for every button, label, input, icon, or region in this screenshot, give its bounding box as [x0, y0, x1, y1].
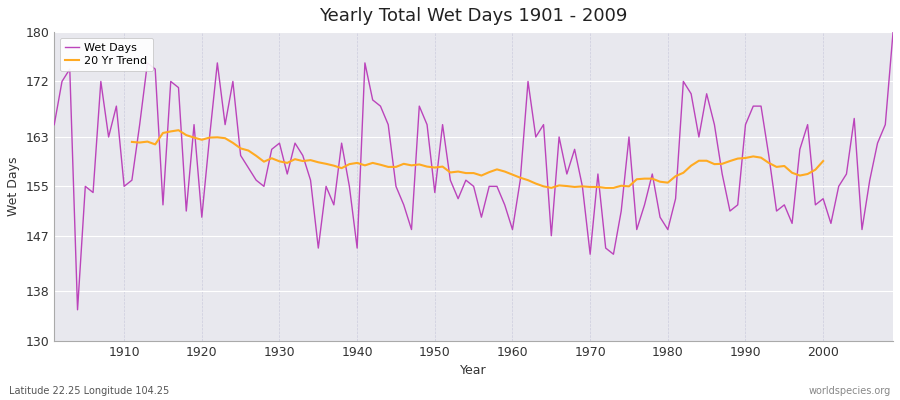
20 Yr Trend	[127, 140, 138, 144]
Text: Latitude 22.25 Longitude 104.25: Latitude 22.25 Longitude 104.25	[9, 386, 169, 396]
Wet Days	[337, 141, 347, 146]
20 Yr Trend	[802, 172, 813, 176]
Text: worldspecies.org: worldspecies.org	[809, 386, 891, 396]
20 Yr Trend	[173, 128, 184, 132]
Wet Days	[72, 307, 83, 312]
20 Yr Trend	[733, 156, 743, 161]
Y-axis label: Wet Days: Wet Days	[7, 156, 20, 216]
Wet Days	[290, 141, 301, 146]
20 Yr Trend	[546, 186, 557, 190]
Wet Days	[49, 122, 59, 127]
X-axis label: Year: Year	[460, 364, 487, 377]
20 Yr Trend	[228, 140, 238, 145]
Wet Days	[119, 184, 130, 189]
Wet Days	[887, 30, 898, 34]
20 Yr Trend	[716, 162, 727, 166]
Line: 20 Yr Trend: 20 Yr Trend	[132, 130, 824, 188]
20 Yr Trend	[624, 184, 634, 189]
Wet Days	[515, 178, 526, 182]
Legend: Wet Days, 20 Yr Trend: Wet Days, 20 Yr Trend	[59, 38, 153, 71]
Wet Days	[507, 227, 517, 232]
Title: Yearly Total Wet Days 1901 - 2009: Yearly Total Wet Days 1901 - 2009	[320, 7, 628, 25]
20 Yr Trend	[818, 159, 829, 164]
20 Yr Trend	[344, 162, 355, 166]
Wet Days	[608, 252, 619, 257]
Line: Wet Days: Wet Days	[54, 32, 893, 310]
